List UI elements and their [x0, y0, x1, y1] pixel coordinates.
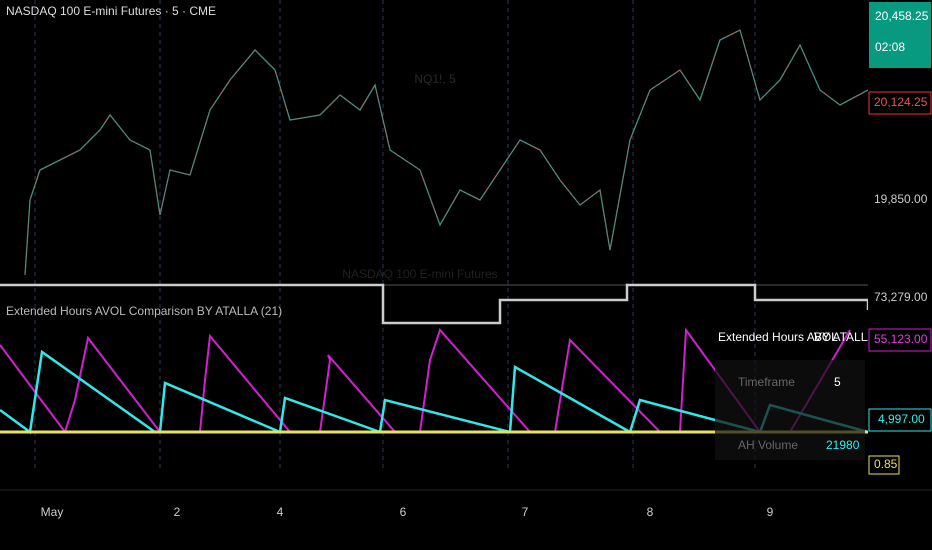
time-label: 6: [400, 505, 407, 519]
table-cell: 21980: [826, 438, 860, 452]
time-label: 4: [277, 505, 284, 519]
white-step-line: [0, 283, 870, 325]
time-label: 9: [767, 505, 774, 519]
session-lines: [34, 0, 756, 470]
table-cell: AH Volume: [738, 438, 798, 452]
table-cell: Timeframe: [738, 375, 795, 389]
price-line: [24, 29, 869, 276]
cyan-box: [868, 408, 932, 432]
symbol-title: NASDAQ 100 E-mini Futures · 5 · CME: [6, 4, 216, 18]
marker-box: [868, 91, 932, 115]
last-price-box: [869, 2, 931, 68]
time-label: 2: [174, 505, 181, 519]
countdown: 02:08: [875, 40, 905, 54]
time-axis: May 2 4 6 7 8 9: [41, 505, 774, 519]
table-heading: Extended Hours AVOL: [718, 330, 838, 344]
indicator-level: 55,123.00: [874, 332, 928, 346]
price-axis: [868, 0, 932, 470]
table-cell: 5: [834, 375, 841, 389]
watermark-sub: NASDAQ 100 E-mini Futures: [342, 267, 497, 281]
time-label: May: [41, 505, 64, 519]
indicator-level: 0.85: [874, 457, 898, 471]
last-price: 20,458.25: [875, 9, 929, 23]
yellow-box: [868, 455, 900, 475]
table-bg: [715, 360, 865, 460]
indicator-level: 4,997.00: [878, 412, 925, 426]
time-label: 7: [522, 505, 529, 519]
magenta-box: [868, 328, 932, 352]
watermark: NQ1!, 5: [414, 72, 456, 86]
price-level: 19,850.00: [874, 192, 928, 206]
indicator-level: 73,279.00: [874, 290, 928, 304]
marker-price: 20,124.25: [874, 95, 928, 109]
time-label: 8: [647, 505, 654, 519]
table-heading: BY ATALLA: [814, 330, 875, 344]
indicator-title: Extended Hours AVOL Comparison BY ATALLA…: [6, 304, 282, 318]
